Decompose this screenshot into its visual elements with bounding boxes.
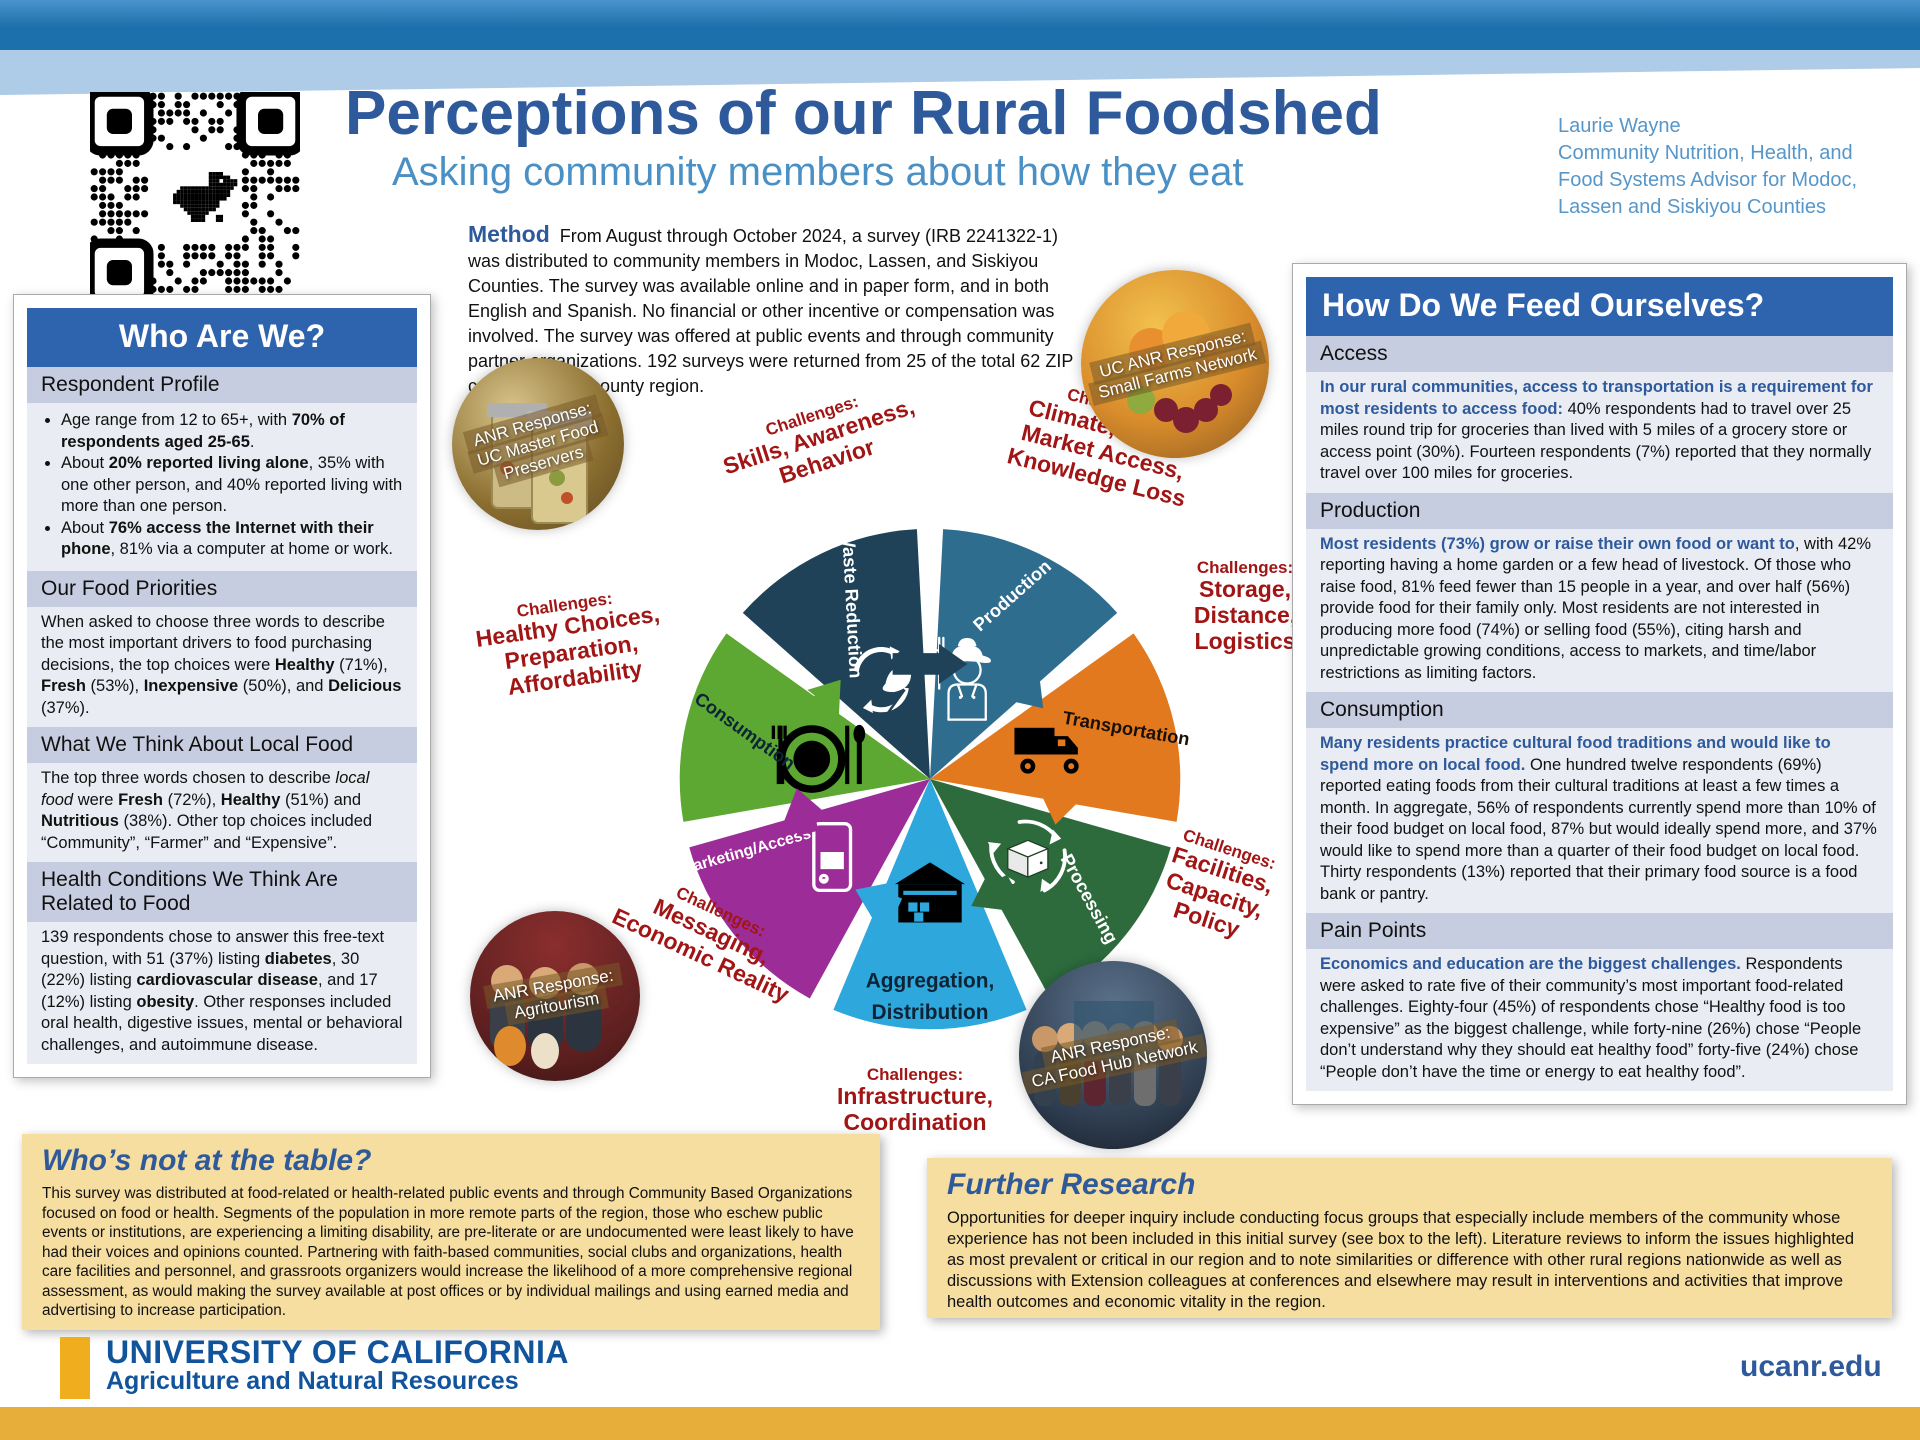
- svg-text:Aggregation,: Aggregation,: [866, 970, 995, 993]
- svg-text:Distribution: Distribution: [872, 1001, 989, 1024]
